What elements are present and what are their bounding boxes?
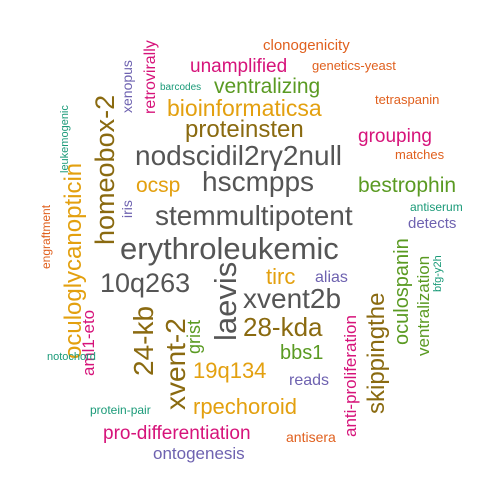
word-cloud-word: unamplified [190, 56, 288, 77]
word-cloud-word: 19q134 [193, 358, 267, 383]
word-cloud-word: grouping [358, 126, 432, 147]
word-cloud-word: pro-differentiation [103, 423, 251, 444]
word-cloud-word: detects [408, 215, 457, 232]
word-cloud-word: protein-pair [90, 403, 151, 417]
word-cloud-word: tetraspanin [375, 92, 440, 107]
word-cloud-word: anti-proliferation [341, 315, 360, 437]
word-cloud-word: rpechoroid [193, 394, 297, 419]
word-cloud-word: proteinsten [185, 116, 304, 143]
word-cloud-word: aml1-eto [79, 309, 98, 376]
word-cloud-word: antiserum [410, 200, 463, 214]
word-cloud-word: erythroleukemic [120, 231, 339, 266]
word-cloud-word: notochord [47, 351, 96, 363]
word-cloud-word: antisera [286, 429, 336, 445]
word-cloud-word: bestrophin [358, 174, 457, 197]
word-cloud-word: 28-kda [243, 312, 323, 342]
word-cloud-word: xenopus [119, 60, 135, 113]
word-cloud-word: bbs1 [280, 342, 324, 364]
word-cloud-word: bfg-y2h [432, 255, 444, 292]
word-cloud-word: homeobox-2 [90, 94, 120, 245]
word-cloud-word: laevis [208, 261, 243, 341]
word-cloud-word: iris [119, 200, 135, 218]
word-cloud-word: clonogenicity [263, 37, 350, 54]
word-cloud-word: oculospanin [391, 238, 413, 345]
word-cloud-word: 24-kb [128, 305, 159, 376]
word-cloud-word: genetics-yeast [312, 58, 396, 73]
word-cloud-word: 10q263 [100, 268, 191, 298]
word-cloud-word: grist [184, 319, 204, 354]
word-cloud-word: ventralizing [214, 75, 321, 98]
word-cloud-word: stemmultipotent [155, 200, 353, 231]
word-cloud-word: tirc [266, 264, 296, 289]
word-cloud-word: ocsp [136, 174, 181, 197]
word-cloud-word: barcodes [160, 82, 202, 93]
word-cloud-word: ventralization [414, 255, 433, 356]
word-cloud-word: xvent2b [243, 283, 342, 314]
word-cloud-word: retrovirally [142, 40, 159, 114]
word-cloud-word: skippingthe [363, 292, 390, 414]
word-cloud-word: alias [315, 269, 348, 286]
word-cloud-word: nodscidil2rγ2null [135, 140, 343, 171]
word-cloud-word: bioinformaticsa [167, 95, 322, 121]
word-cloud-word: reads [289, 372, 330, 389]
word-cloud-word: engraftment [39, 204, 53, 269]
word-cloud-word: ontogenesis [153, 444, 245, 463]
word-cloud-word: hscmpps [202, 166, 315, 197]
word-cloud-word: matches [395, 147, 445, 162]
